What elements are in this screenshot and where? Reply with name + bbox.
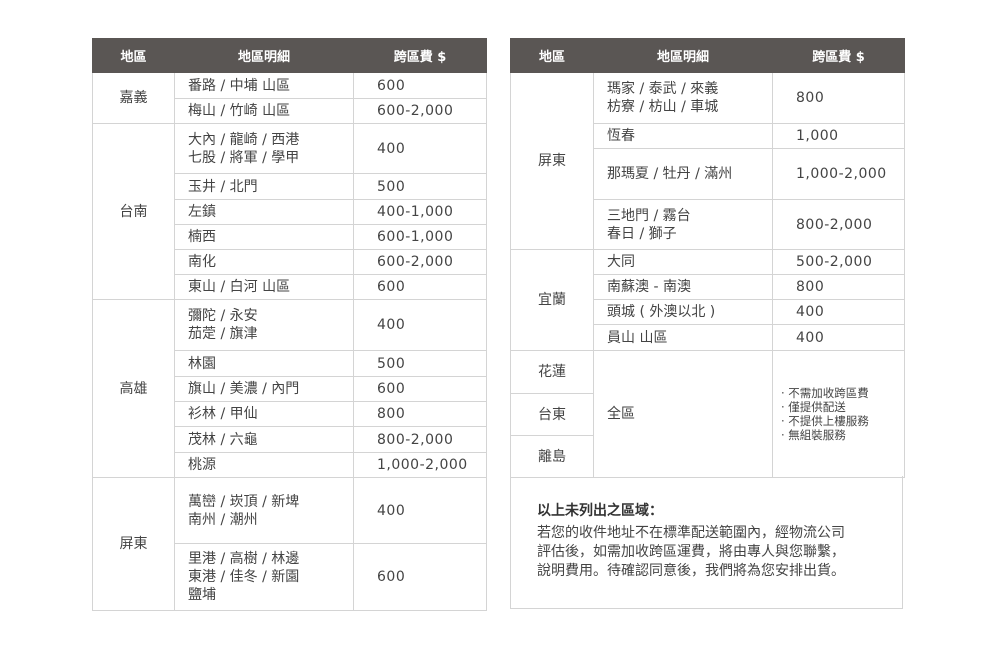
service-note: · 僅提供配送 <box>781 400 846 414</box>
region-cell: 嘉義 <box>92 72 175 124</box>
service-note: · 不需加收跨區費 <box>781 386 869 400</box>
table-row: 屏東 萬巒 / 崁頂 / 新埤 南州 / 潮州 400 <box>92 477 487 611</box>
service-note: · 無組裝服務 <box>781 428 846 442</box>
detail-cell: 桃源 <box>174 452 354 478</box>
fee-table-right: 地區 地區明細 跨區費 $ 屏東 瑪家 / 泰武 / 來義 枋寮 / 枋山 / 車… <box>510 38 905 478</box>
region-cell: 台東 <box>510 393 594 436</box>
detail-cell: 東山 / 白河 山區 <box>174 274 354 300</box>
table-row: 花蓮 全區 · 不需加收跨區費 · 僅提供配送 · 不提供上樓服務 · 無組裝服務 <box>510 350 905 478</box>
fee-cell: 800 <box>353 401 487 427</box>
table-row: 里港 / 高樹 / 林邊 東港 / 佳冬 / 新園 鹽埔 600 <box>93 543 487 611</box>
table-row: 衫林 / 甲仙 800 <box>93 401 487 427</box>
table-row: 頭城 ( 外澳以北 ) 400 <box>511 299 905 325</box>
service-note: · 不提供上樓服務 <box>781 414 869 428</box>
table-row: 桃源 1,000-2,000 <box>93 452 487 478</box>
table-row: 楠西 600-1,000 <box>93 224 487 250</box>
detail-cell: 南蘇澳 - 南澳 <box>593 274 773 300</box>
detail-cell: 里港 / 高樹 / 林邊 東港 / 佳冬 / 新園 鹽埔 <box>174 543 354 611</box>
fee-cell: 800 <box>772 274 905 300</box>
table-row: 台南 大內 / 龍崎 / 西港 七股 / 將軍 / 學甲 400 <box>92 123 487 300</box>
region-cell: 花蓮 <box>510 350 594 394</box>
table-row: 員山 山區 400 <box>511 324 905 351</box>
fee-cell: 600-1,000 <box>353 224 487 250</box>
fee-cell: 400 <box>772 299 905 325</box>
fee-cell: 600 <box>353 376 487 402</box>
fee-cell: 600 <box>353 274 487 300</box>
table-row: 離島 <box>510 435 905 478</box>
note-body: 若您的收件地址不在標準配送範圍內，經物流公司 評估後，如需加收跨區運費，將由專人… <box>537 525 845 579</box>
table-row: 南化 600-2,000 <box>93 249 487 275</box>
table-row: 梅山 / 竹崎 山區 600-2,000 <box>93 98 487 124</box>
fee-cell: 500-2,000 <box>772 249 905 275</box>
fee-cell: 1,000-2,000 <box>353 452 487 478</box>
table-row: 高雄 彌陀 / 永安 茄萣 / 旗津 400 <box>92 299 487 478</box>
detail-cell: 林園 <box>174 350 354 377</box>
table-row: 恆春 1,000 <box>511 123 905 149</box>
detail-cell: 旗山 / 美濃 / 內門 <box>174 376 354 402</box>
region-cell: 高雄 <box>92 299 175 478</box>
header-detail: 地區明細 <box>174 38 354 73</box>
header-fee: 跨區費 $ <box>353 38 487 73</box>
detail-cell: 三地門 / 霧台 春日 / 獅子 <box>593 199 773 250</box>
detail-cell: 全區 <box>593 350 773 478</box>
note-title: 以上未列出之區域： <box>537 503 663 519</box>
table-row: 南蘇澳 - 南澳 800 <box>511 274 905 300</box>
fee-cell: 400 <box>353 477 487 544</box>
fee-cell: 400-1,000 <box>353 199 487 225</box>
fee-cell: 600 <box>353 543 487 611</box>
detail-cell: 大內 / 龍崎 / 西港 七股 / 將軍 / 學甲 <box>174 123 354 174</box>
fee-cell: 500 <box>353 173 487 200</box>
detail-cell: 玉井 / 北門 <box>174 173 354 200</box>
table-row: 台東 <box>510 393 905 436</box>
table-row: 林園 500 <box>93 350 487 377</box>
fee-cell: 400 <box>772 324 905 351</box>
fee-cell: 800-2,000 <box>772 199 905 250</box>
detail-cell: 番路 / 中埔 山區 <box>174 72 354 99</box>
table-header: 地區 地區明細 跨區費 $ <box>92 38 487 73</box>
fee-cell: 500 <box>353 350 487 377</box>
table-header: 地區 地區明細 跨區費 $ <box>510 38 905 73</box>
table-row: 宜蘭 大同 500-2,000 <box>510 249 905 351</box>
detail-cell: 瑪家 / 泰武 / 來義 枋寮 / 枋山 / 車城 <box>593 72 773 124</box>
fee-cell: 400 <box>353 299 487 351</box>
detail-cell: 梅山 / 竹崎 山區 <box>174 98 354 124</box>
fee-cell: 600 <box>353 72 487 99</box>
detail-cell: 頭城 ( 外澳以北 ) <box>593 299 773 325</box>
detail-cell: 衫林 / 甲仙 <box>174 401 354 427</box>
detail-cell: 萬巒 / 崁頂 / 新埤 南州 / 潮州 <box>174 477 354 544</box>
header-detail: 地區明細 <box>593 38 773 73</box>
detail-cell: 左鎮 <box>174 199 354 225</box>
detail-cell: 大同 <box>593 249 773 275</box>
detail-cell: 那瑪夏 / 牡丹 / 滿州 <box>593 148 773 200</box>
region-cell: 台南 <box>92 123 175 300</box>
region-cell: 屏東 <box>92 477 175 611</box>
fee-table-left: 地區 地區明細 跨區費 $ 嘉義 番路 / 中埔 山區 600 梅山 / 竹崎 山區 6… <box>92 38 487 611</box>
fee-cell: 1,000 <box>772 123 905 149</box>
fee-cell: 400 <box>353 123 487 174</box>
region-cell: 宜蘭 <box>510 249 594 351</box>
table-row: 旗山 / 美濃 / 內門 600 <box>93 376 487 402</box>
table-row: 茂林 / 六龜 800-2,000 <box>93 426 487 453</box>
fee-cell: 600-2,000 <box>353 249 487 275</box>
unlisted-area-note: 以上未列出之區域： 若您的收件地址不在標準配送範圍內，經物流公司 評估後，如需加… <box>510 476 903 609</box>
header-region: 地區 <box>510 38 594 73</box>
header-region: 地區 <box>92 38 175 73</box>
service-notes: · 不需加收跨區費 · 僅提供配送 · 不提供上樓服務 · 無組裝服務 <box>772 350 905 478</box>
detail-cell: 南化 <box>174 249 354 275</box>
detail-cell: 恆春 <box>593 123 773 149</box>
detail-cell: 茂林 / 六龜 <box>174 426 354 453</box>
header-fee: 跨區費 $ <box>772 38 905 73</box>
table-row: 嘉義 番路 / 中埔 山區 600 <box>92 72 487 124</box>
fee-cell: 1,000-2,000 <box>772 148 905 200</box>
detail-cell: 彌陀 / 永安 茄萣 / 旗津 <box>174 299 354 351</box>
region-cell: 離島 <box>510 435 594 478</box>
fee-cell: 600-2,000 <box>353 98 487 124</box>
region-cell: 屏東 <box>510 72 594 250</box>
table-row: 屏東 瑪家 / 泰武 / 來義 枋寮 / 枋山 / 車城 800 <box>510 72 905 250</box>
detail-cell: 員山 山區 <box>593 324 773 351</box>
fee-cell: 800-2,000 <box>353 426 487 453</box>
fee-cell: 800 <box>772 72 905 124</box>
table-row: 東山 / 白河 山區 600 <box>93 274 487 300</box>
detail-cell: 楠西 <box>174 224 354 250</box>
